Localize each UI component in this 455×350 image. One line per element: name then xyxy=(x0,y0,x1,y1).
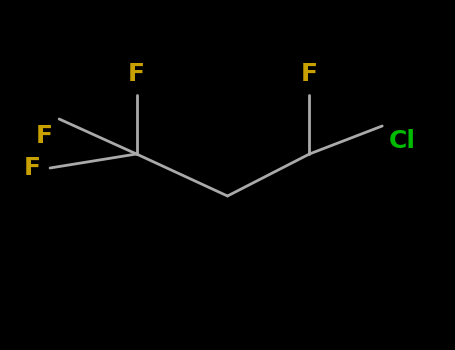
Text: F: F xyxy=(301,62,318,86)
Text: F: F xyxy=(35,124,52,148)
Text: F: F xyxy=(128,62,145,86)
Text: F: F xyxy=(24,156,41,180)
Text: Cl: Cl xyxy=(389,130,416,154)
